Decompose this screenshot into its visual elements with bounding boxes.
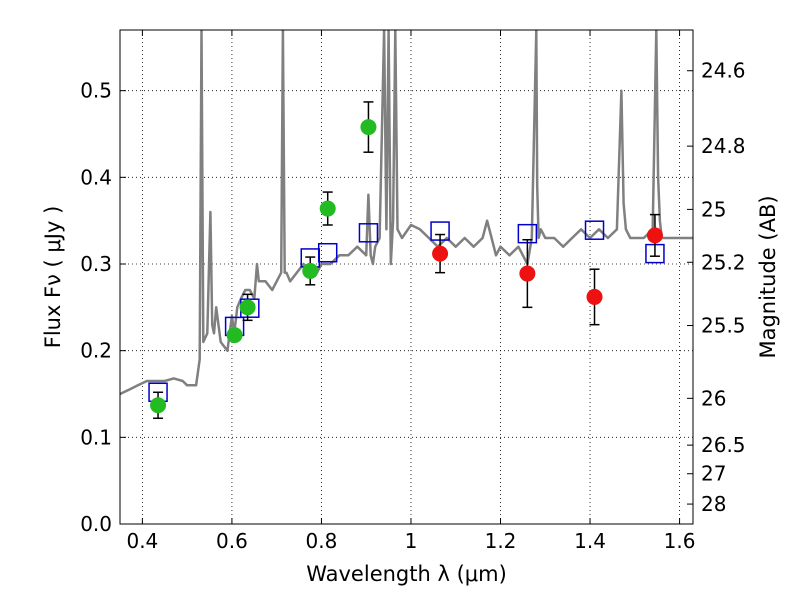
y2-tick-label: 25.5 xyxy=(701,314,746,338)
y-tick-label: 0.0 xyxy=(80,512,112,536)
y2-tick-label: 25 xyxy=(701,197,726,221)
model-square-marker xyxy=(584,220,605,240)
model-square-marker xyxy=(358,223,379,243)
green-data-point xyxy=(360,119,377,136)
x-tick-label: 1.2 xyxy=(485,529,517,553)
y2-tick-label: 24.6 xyxy=(701,59,746,83)
spectrum-line xyxy=(120,30,693,396)
plot-frame xyxy=(119,29,694,525)
green-data-point xyxy=(319,200,336,217)
model-square-marker xyxy=(317,242,338,263)
red-data-point xyxy=(519,265,536,282)
x-tick-label: 0.8 xyxy=(306,529,338,553)
x-axis-label: Wavelength λ (μm) xyxy=(306,562,507,586)
x-axis-ticks: 0.4 0.6 0.8 1 1.2 1.4 1.6 xyxy=(126,30,695,553)
y2-tick-label: 24.8 xyxy=(701,134,746,158)
y-tick-label: 0.5 xyxy=(80,79,112,103)
grid-lines xyxy=(120,30,693,525)
x-tick-label: 1.6 xyxy=(664,529,696,553)
green-data-point xyxy=(150,397,167,414)
y2-tick-label: 25.2 xyxy=(701,250,746,274)
y2-tick-label: 26 xyxy=(701,386,726,410)
y-tick-label: 0.1 xyxy=(80,425,112,449)
green-data-point xyxy=(226,327,243,344)
red-data-point xyxy=(586,288,603,305)
y2-axis-label: Magnitude (AB) xyxy=(756,195,780,358)
y-axis-label: Flux Fν ( μJy ) xyxy=(41,206,65,349)
red-data-point xyxy=(432,245,449,262)
x-tick-label: 1.4 xyxy=(574,529,606,553)
x-tick-label: 0.6 xyxy=(216,529,248,553)
plot-content xyxy=(120,30,693,420)
green-data-point xyxy=(239,299,256,316)
y-axis-ticks: 0.0 0.1 0.2 0.3 0.4 0.5 xyxy=(80,79,126,536)
y-tick-label: 0.4 xyxy=(80,165,112,189)
y-tick-label: 0.3 xyxy=(80,252,112,276)
y2-tick-label: 28 xyxy=(701,492,726,516)
y2-axis-ticks: 24.6 24.8 25 25.2 25.5 26 26.5 27 28 xyxy=(687,59,746,516)
x-tick-label: 1 xyxy=(405,529,418,553)
red-data-point xyxy=(646,227,663,244)
y2-tick-label: 27 xyxy=(701,462,726,486)
x-tick-label: 0.4 xyxy=(126,529,158,553)
y2-tick-label: 26.5 xyxy=(701,433,746,457)
green-data-point xyxy=(302,262,319,279)
y-tick-label: 0.2 xyxy=(80,339,112,363)
